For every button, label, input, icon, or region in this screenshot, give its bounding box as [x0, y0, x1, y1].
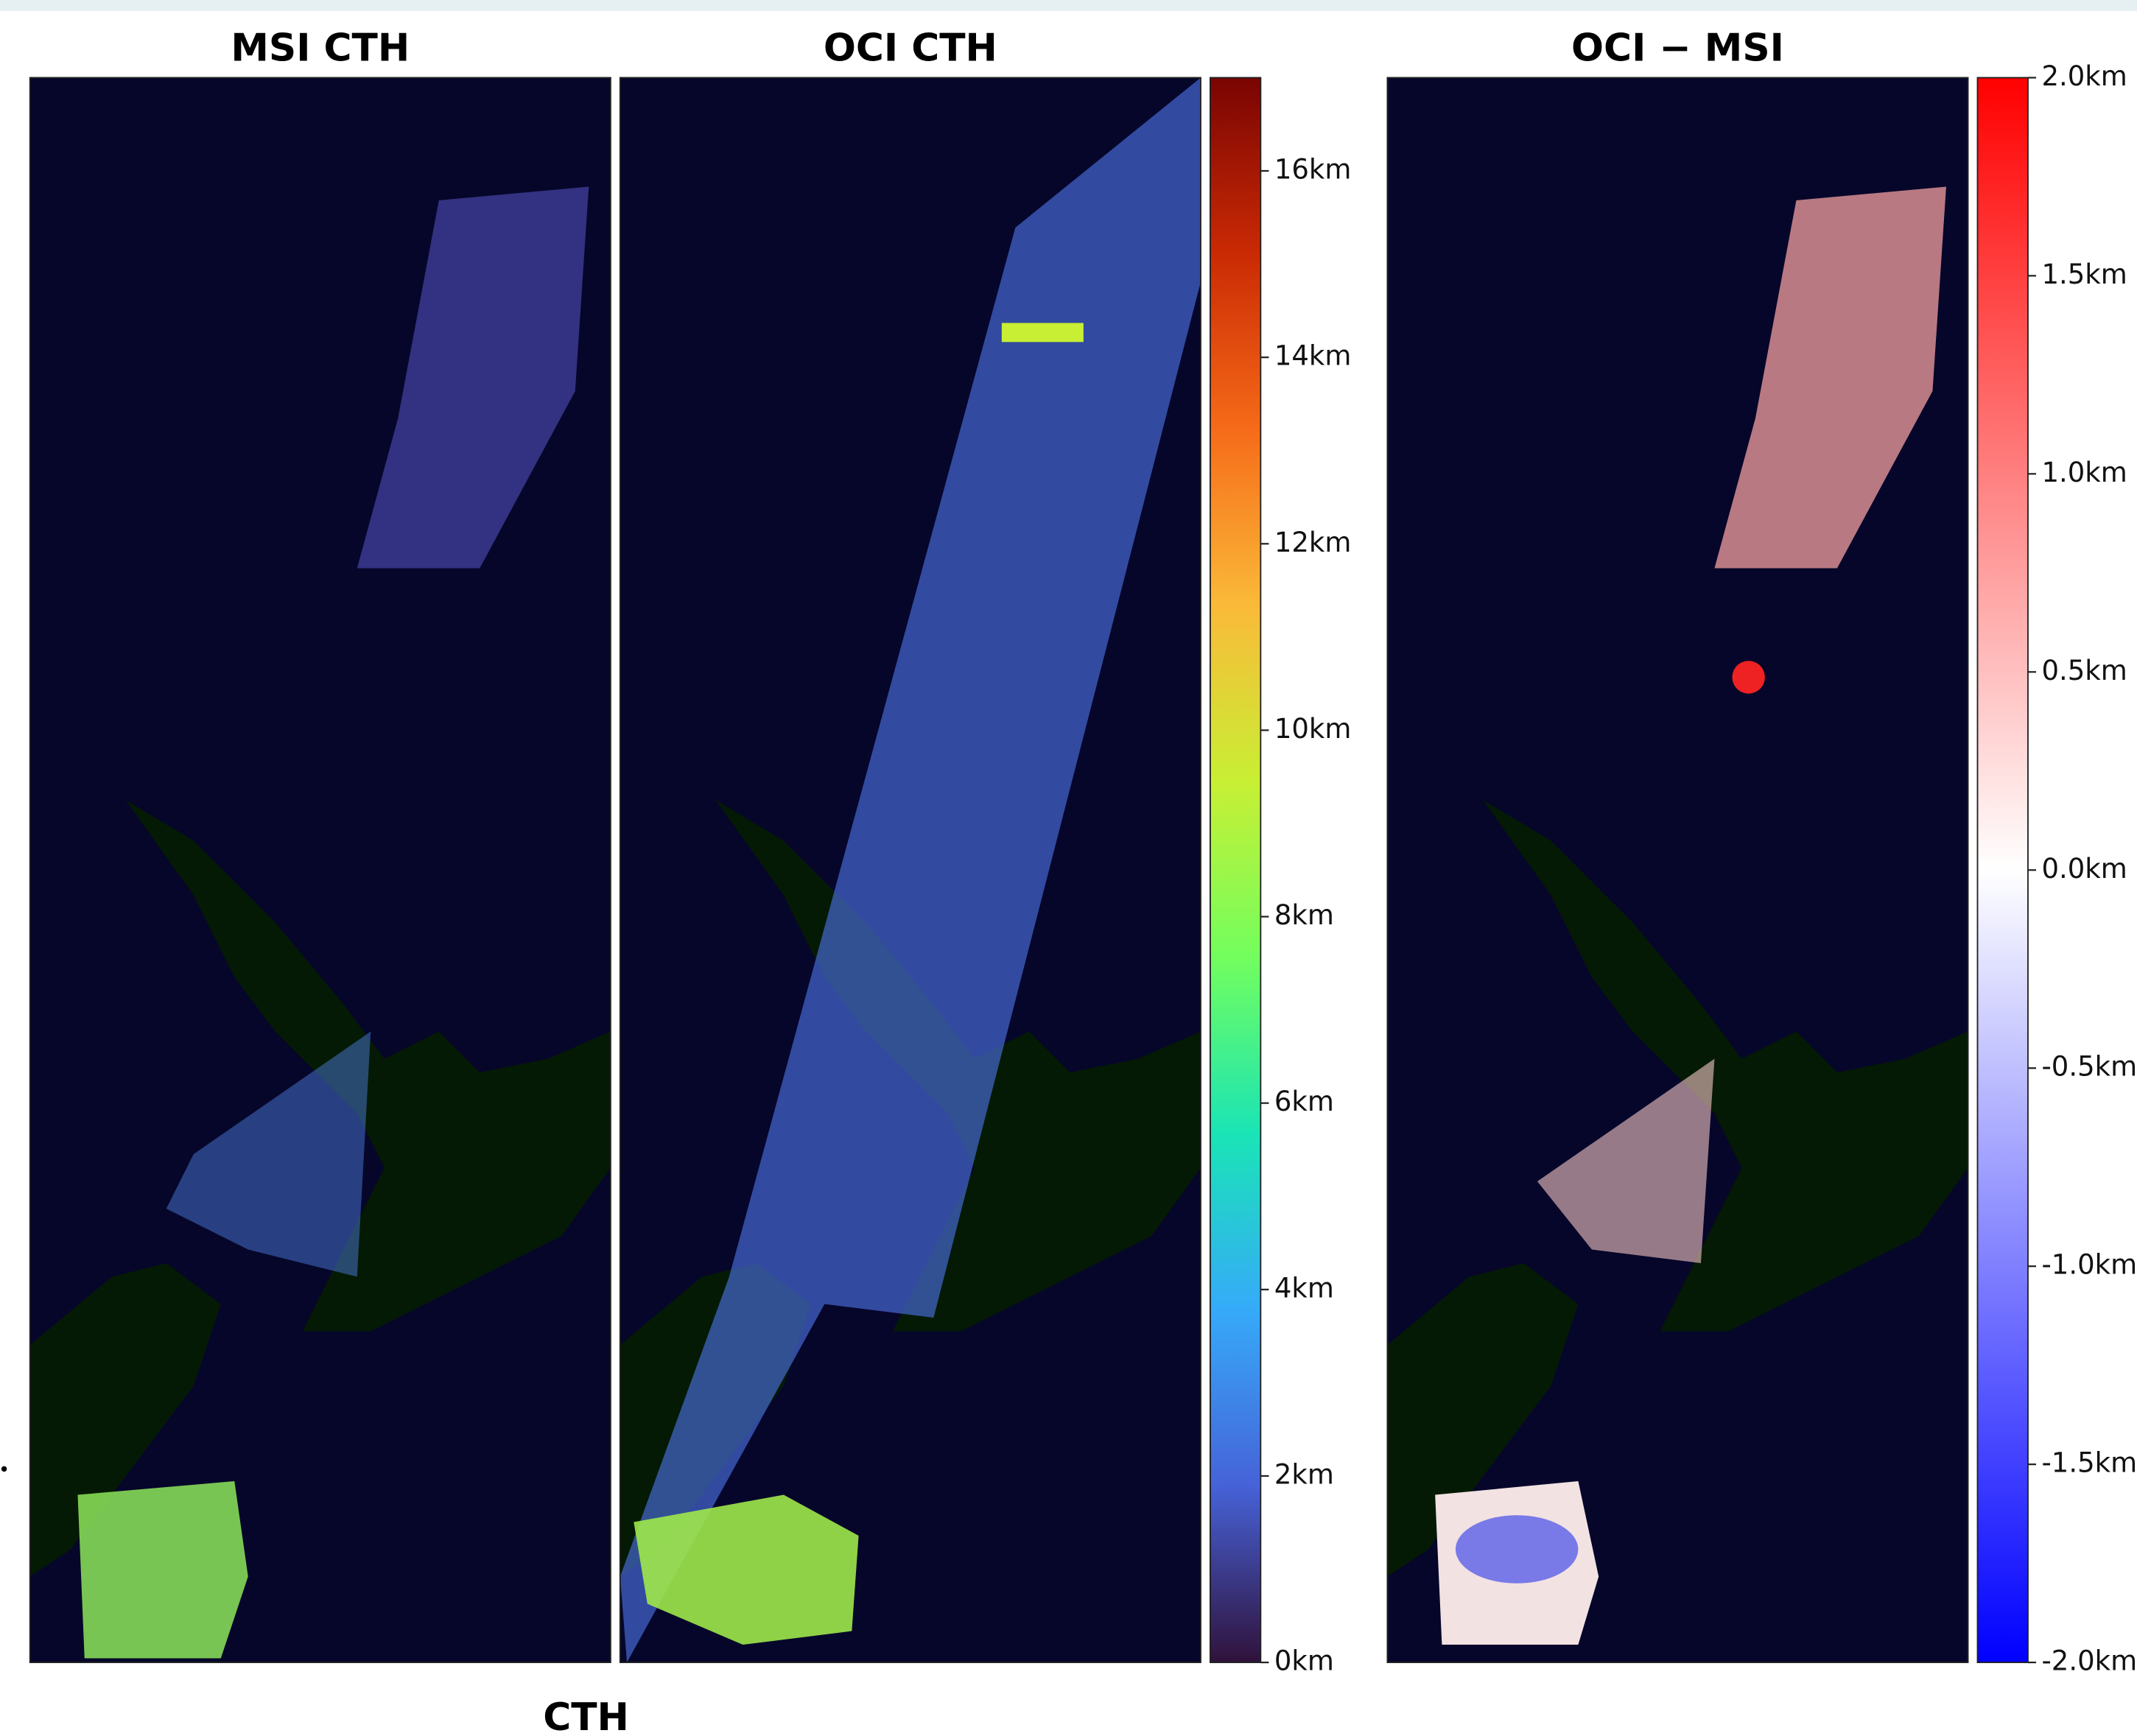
panel-image [30, 77, 611, 1662]
tick-label: 12km [1274, 527, 1352, 558]
tick-label: 14km [1274, 340, 1352, 372]
panel-title: OCI − MSI [1571, 26, 1784, 70]
page: CTH MSI CTH OCI CTH 0km 2km 4km 6km 8km 10km 12k… [0, 0, 2137, 1736]
tick-label: 0.0km [2041, 853, 2127, 885]
tick-label: -1.5km [2041, 1447, 2137, 1479]
caption: CTH [543, 1695, 629, 1736]
top-strip [0, 0, 2137, 11]
panel-title: MSI CTH [231, 26, 410, 70]
tick-label: 10km [1274, 713, 1352, 745]
panel-image [1387, 77, 1968, 1662]
tick-label: 4km [1274, 1272, 1334, 1304]
tick-label: 0.5km [2041, 655, 2127, 686]
tick-label: 1.0km [2041, 457, 2127, 488]
tick-label: 2km [1274, 1458, 1334, 1490]
tick-label: 16km [1274, 154, 1352, 186]
tick-label: 6km [1274, 1086, 1334, 1117]
dot [1, 1466, 7, 1472]
colorbar [1978, 77, 2028, 1662]
tick-label: -2.0km [2041, 1645, 2137, 1677]
tick-label: -0.5km [2041, 1051, 2137, 1083]
tick-label: 1.5km [2041, 259, 2127, 290]
tick-label: 0km [1274, 1645, 1334, 1677]
panel-title: OCI CTH [824, 26, 997, 70]
figure: CTH MSI CTH OCI CTH 0km 2km 4km 6km 8km 10km 12k… [0, 0, 2137, 1736]
tick-label: 2.0km [2041, 60, 2127, 92]
tick-label: 8km [1274, 899, 1334, 931]
tick-label: -1.0km [2041, 1249, 2137, 1281]
panel-image [620, 77, 1201, 1662]
colorbar [1210, 77, 1260, 1662]
